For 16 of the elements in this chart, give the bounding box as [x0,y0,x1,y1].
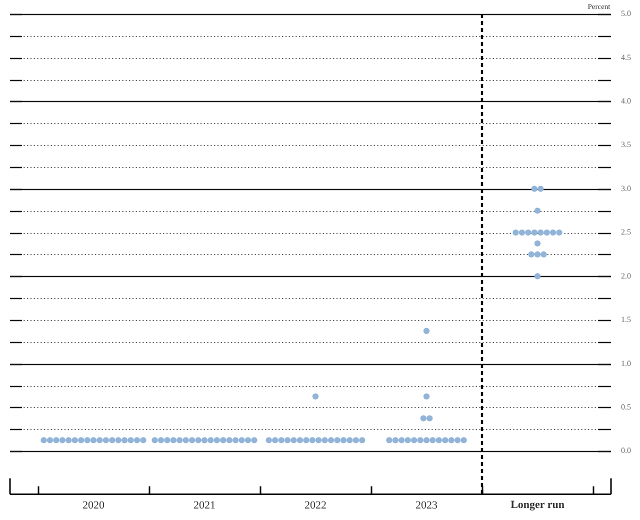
y-tick-label: 2.0 [621,271,631,280]
x-tick-label: 2021 [194,499,216,512]
y-tick-label: 1.5 [621,315,631,324]
x-tick-label: Longer run [510,499,564,512]
y-tick-label: 4.5 [621,52,631,62]
y-tick-label: 5.0 [621,9,631,18]
y-tick-label: 4.0 [621,96,631,106]
x-tick-label: 2022 [304,499,326,512]
y-tick-label: 0.0 [621,446,631,456]
x-tick-label: 2020 [82,499,105,512]
y-tick-label: 3.0 [621,184,631,193]
y-tick-label: 1.0 [621,358,631,368]
x-tick-label: 2023 [416,499,438,512]
y-tick-label: 3.5 [621,140,631,150]
y-tick-label: 0.5 [621,402,631,412]
y-tick-label: 2.5 [621,228,631,237]
